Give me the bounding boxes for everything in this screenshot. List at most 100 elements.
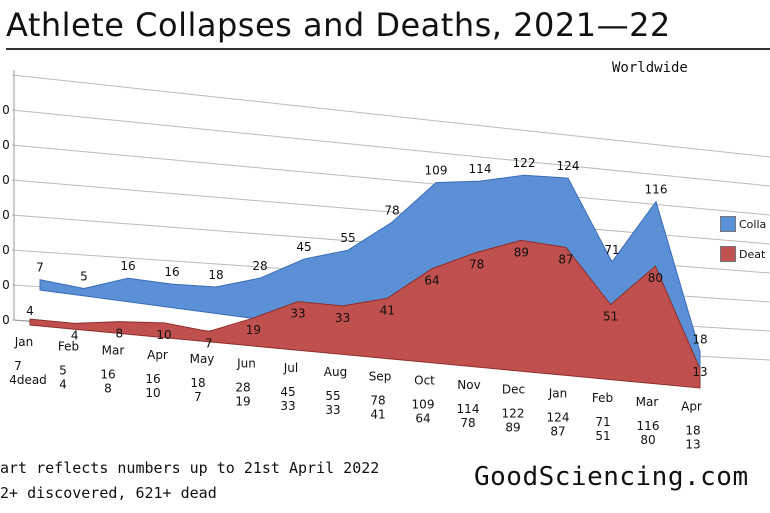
x-tick-label: Feb <box>58 339 79 353</box>
table-cell-deaths: 8 <box>104 382 112 396</box>
table-cell-collapses: 18 <box>190 376 205 390</box>
data-label-deaths: 7 <box>205 337 213 351</box>
x-tick-label: Nov <box>457 378 480 392</box>
table-cell-deaths: 4 <box>59 377 67 391</box>
data-label-collapses: 116 <box>645 183 668 197</box>
legend-label-deaths: Deat <box>739 247 766 261</box>
data-label-collapses: 71 <box>604 243 619 257</box>
x-tick-label: Mar <box>102 344 125 358</box>
footnote-line-2: 2+ discovered, 621+ dead <box>0 484 217 502</box>
table-cell-deaths: 41 <box>370 407 385 421</box>
table-cell-collapses: 116 <box>637 419 660 433</box>
data-label-deaths: 4 <box>26 304 34 318</box>
table-cell-collapses: 5 <box>59 363 67 377</box>
table-cell-collapses: 122 <box>502 406 525 420</box>
x-tick-label: Mar <box>636 395 659 409</box>
data-label-deaths: 80 <box>648 271 663 285</box>
table-cell-collapses: 45 <box>280 385 295 399</box>
x-tick-label: Jan <box>548 387 568 401</box>
data-label-deaths: 64 <box>424 274 439 288</box>
data-label-deaths: 19 <box>246 323 261 337</box>
table-cell-deaths: 7 <box>194 390 202 404</box>
data-label-collapses: 122 <box>513 156 536 170</box>
gridline <box>11 74 770 158</box>
legend-item-collapses: Colla <box>720 212 770 236</box>
table-cell-deaths: 64 <box>415 412 430 426</box>
table-cell-deaths: 80 <box>640 433 655 447</box>
data-label-collapses: 16 <box>120 259 135 273</box>
y-tick-label: 0 <box>2 103 10 117</box>
y-tick-label: 0 <box>2 208 10 222</box>
x-tick-label: Aug <box>324 365 347 379</box>
data-label-collapses: 55 <box>340 231 355 245</box>
table-cell-collapses: 18 <box>685 424 700 438</box>
x-tick-label: Jul <box>283 361 298 375</box>
footnote-line-1: art reflects numbers up to 21st April 20… <box>0 459 380 477</box>
data-label-collapses: 114 <box>469 162 492 176</box>
x-tick-label: May <box>190 352 215 366</box>
data-label-deaths: 87 <box>558 253 573 267</box>
y-tick-label: 0 <box>2 278 10 292</box>
table-cell-collapses: 109 <box>412 398 435 412</box>
data-label-deaths: 33 <box>335 311 350 325</box>
y-tick-label: 0 <box>2 138 10 152</box>
data-label-deaths: 13 <box>692 365 707 379</box>
data-label-collapses: 109 <box>425 164 448 178</box>
table-cell-collapses: 16 <box>100 368 115 382</box>
table-cell-collapses: 124 <box>547 411 570 425</box>
table-cell-collapses: 16 <box>145 372 160 386</box>
legend-item-deaths: Deat <box>720 242 770 266</box>
data-label-deaths: 4 <box>71 328 79 342</box>
data-label-collapses: 45 <box>296 240 311 254</box>
table-cell-deaths: 33 <box>280 399 295 413</box>
x-tick-label: Jun <box>236 357 256 371</box>
data-label-collapses: 5 <box>80 270 88 284</box>
data-label-collapses: 78 <box>384 203 399 217</box>
table-cell-deaths: 13 <box>685 438 700 452</box>
data-label-collapses: 28 <box>252 259 267 273</box>
data-label-deaths: 8 <box>116 327 124 341</box>
x-tick-label: Apr <box>681 400 702 414</box>
table-cell-collapses: 78 <box>370 393 385 407</box>
y-tick-label: 0 <box>2 313 10 327</box>
table-cell-collapses: 71 <box>595 415 610 429</box>
data-label-deaths: 10 <box>156 328 171 342</box>
y-tick-label: 0 <box>2 243 10 257</box>
table-cell-deaths: 10 <box>145 386 160 400</box>
data-label-deaths: 51 <box>603 310 618 324</box>
table-cell-deaths: 33 <box>325 403 340 417</box>
chart-title: Athlete Collapses and Deaths, 2021—22 <box>6 2 770 50</box>
legend-swatch-deaths <box>720 246 736 262</box>
x-tick-label: Apr <box>147 348 168 362</box>
x-tick-label: Jan <box>14 335 34 349</box>
table-cell-deaths: 78 <box>460 416 475 430</box>
data-label-deaths: 33 <box>290 307 305 321</box>
data-label-collapses: 124 <box>557 159 580 173</box>
gridline <box>11 109 770 187</box>
x-tick-label: Dec <box>502 382 525 396</box>
table-cell-collapses: 114 <box>457 402 480 416</box>
data-label-deaths: 89 <box>514 245 529 259</box>
legend-label-collapses: Colla <box>739 217 767 231</box>
x-tick-label: Oct <box>414 374 435 388</box>
table-cell-collapses: 28 <box>235 381 250 395</box>
data-label-deaths: 41 <box>380 303 395 317</box>
table-cell-collapses: 55 <box>325 389 340 403</box>
data-label-collapses: 18 <box>692 333 707 347</box>
table-cell-collapses: 7 <box>14 359 22 373</box>
table-cell-deaths: 4dead <box>9 373 47 387</box>
data-label-collapses: 7 <box>36 261 44 275</box>
data-label-collapses: 18 <box>208 268 223 282</box>
y-tick-label: 0 <box>2 173 10 187</box>
source-brand: GoodSciencing.com <box>474 462 749 492</box>
gridline <box>11 144 770 216</box>
table-cell-deaths: 87 <box>550 425 565 439</box>
table-cell-deaths: 19 <box>235 395 250 409</box>
x-tick-label: Sep <box>369 369 392 383</box>
chart-subtitle: Worldwide <box>612 60 688 76</box>
data-label-deaths: 78 <box>469 257 484 271</box>
data-label-collapses: 16 <box>164 265 179 279</box>
table-cell-deaths: 51 <box>595 429 610 443</box>
